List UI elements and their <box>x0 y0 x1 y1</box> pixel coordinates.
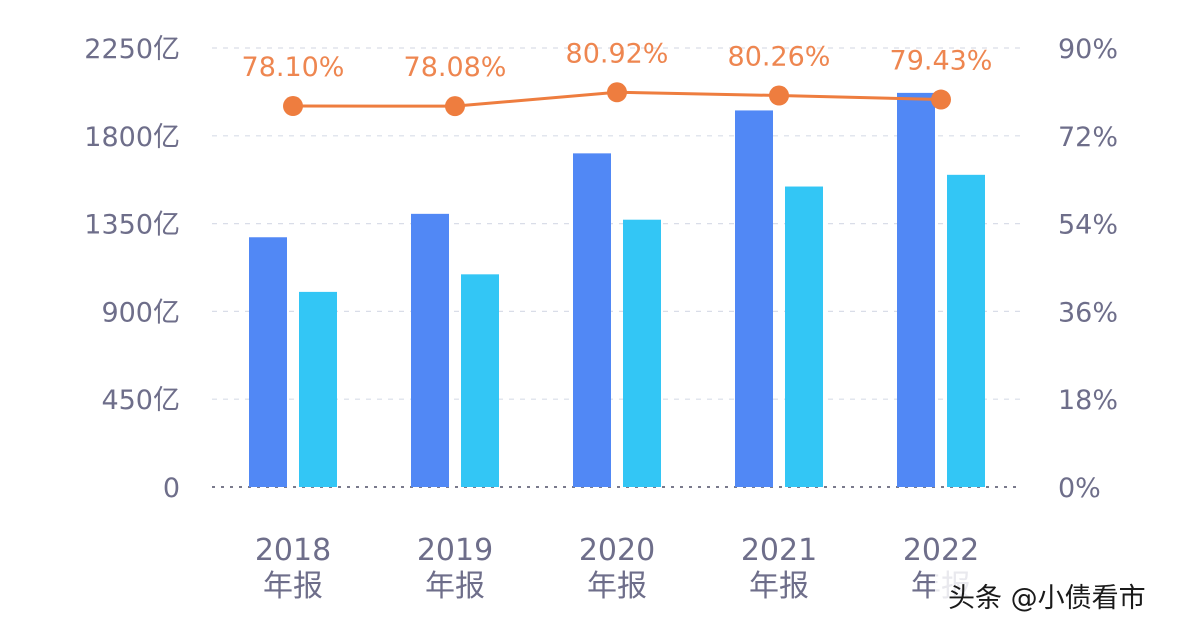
left-tick-label: 1800亿 <box>84 122 180 153</box>
category-label: 2020 <box>579 533 655 568</box>
category-label: 2018 <box>255 533 331 568</box>
right-tick-label: 54% <box>1058 210 1118 241</box>
bar-1 <box>897 92 935 488</box>
category-label: 2019 <box>417 533 493 568</box>
left-tick-label: 2250亿 <box>84 34 180 65</box>
right-tick-label: 90% <box>1058 34 1118 65</box>
line-point <box>283 96 303 117</box>
bar-2 <box>299 291 337 487</box>
bar-series <box>249 92 985 488</box>
bar-2 <box>461 274 499 487</box>
data-label: 80.26% <box>728 42 831 73</box>
line-point <box>931 89 951 110</box>
left-tick-label: 0 <box>163 473 180 504</box>
gridlines <box>212 47 1022 488</box>
bar-2 <box>947 174 985 488</box>
left-tick-label: 450亿 <box>101 385 180 416</box>
right-tick-label: 0% <box>1058 473 1101 504</box>
right-tick-label: 72% <box>1058 122 1118 153</box>
right-tick-label: 18% <box>1058 385 1118 416</box>
category-labels: 2018年报2019年报2020年报2021年报2022年报 <box>255 533 979 604</box>
bar-1 <box>411 213 449 487</box>
line-series: 78.10% 78.08% 80.92% 80.26% 79.43% <box>242 38 993 117</box>
category-label: 年报 <box>749 569 809 604</box>
category-label: 年报 <box>587 569 647 604</box>
bar-2 <box>785 186 823 488</box>
left-tick-label: 900亿 <box>101 297 180 328</box>
data-label: 80.92% <box>566 38 669 69</box>
data-label: 78.08% <box>404 52 507 83</box>
line-point <box>607 82 627 103</box>
line-point <box>445 96 465 117</box>
category-label: 2021 <box>741 533 817 568</box>
line-point <box>769 85 789 106</box>
bar-1 <box>735 110 773 488</box>
bar-1 <box>573 153 611 488</box>
watermark-background <box>935 570 1173 622</box>
right-axis-ticks: 0% 18% 36% 54% 72% 90% <box>1058 34 1118 504</box>
data-label: 79.43% <box>890 46 993 77</box>
left-axis-ticks: 0 450亿 900亿 1350亿 1800亿 2250亿 <box>84 34 180 504</box>
bar-1 <box>249 237 287 487</box>
right-tick-label: 36% <box>1058 297 1118 328</box>
category-label: 年报 <box>263 569 323 604</box>
data-label: 78.10% <box>242 52 345 83</box>
watermark: 头条 @小债看市 <box>935 570 1173 622</box>
bar-2 <box>623 219 661 487</box>
watermark-text: 头条 @小债看市 <box>948 583 1146 614</box>
category-label: 年报 <box>425 569 485 604</box>
category-label: 2022 <box>903 533 979 568</box>
left-tick-label: 1350亿 <box>84 210 180 241</box>
